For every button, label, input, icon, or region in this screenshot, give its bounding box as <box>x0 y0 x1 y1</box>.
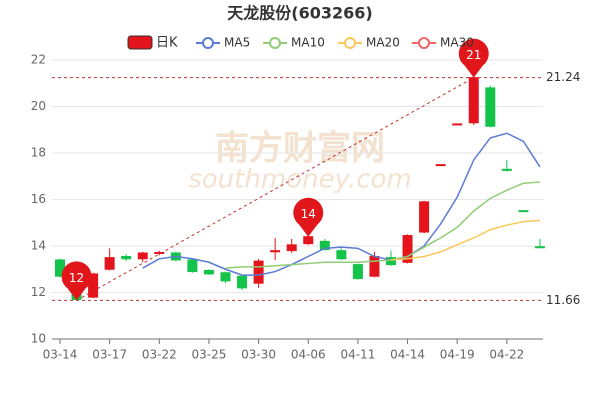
candle-body <box>270 250 281 253</box>
y-tick-label: 18 <box>31 146 46 160</box>
candle-body <box>154 252 165 255</box>
legend-label: MA30 <box>440 36 474 50</box>
marker-pin <box>458 38 489 78</box>
marker-label: 12 <box>69 271 84 285</box>
y-tick-label: 14 <box>31 239 46 253</box>
y-tick-label: 22 <box>31 53 46 67</box>
x-tick-label: 04-14 <box>390 348 425 362</box>
candle-body <box>435 164 446 167</box>
x-tick-label: 04-06 <box>291 348 326 362</box>
x-tick-label: 04-11 <box>340 348 375 362</box>
candle-body <box>336 250 347 260</box>
candle-body <box>253 260 264 284</box>
candle-body <box>286 244 297 252</box>
candle-body <box>352 264 363 280</box>
chart-title: 天龙股份(603266) <box>227 4 372 23</box>
legend-dot <box>202 37 214 49</box>
candle-body <box>88 273 99 298</box>
legend-dot <box>269 37 281 49</box>
x-tick-label: 04-19 <box>440 348 475 362</box>
y-tick-label: 10 <box>31 332 46 346</box>
candle-body <box>501 168 512 171</box>
marker-pin <box>293 197 324 237</box>
candle-body <box>303 236 314 245</box>
candle-body <box>419 201 430 233</box>
legend-dot <box>344 37 356 49</box>
candle-body <box>187 259 198 273</box>
ma-line <box>225 181 541 269</box>
marker-label: 14 <box>301 207 316 221</box>
candle-body <box>485 87 496 127</box>
watermark-sub: southmoney.com <box>188 165 411 195</box>
marker-label: 21 <box>466 48 481 62</box>
marker-pin <box>61 261 92 301</box>
x-tick-label: 03-14 <box>43 348 78 362</box>
y-tick-label: 16 <box>31 192 46 206</box>
ma-line <box>142 132 541 276</box>
trend-line <box>76 77 474 301</box>
x-tick-label: 03-17 <box>92 348 127 362</box>
x-tick-label: 03-30 <box>241 348 276 362</box>
candle-body <box>534 246 545 249</box>
x-tick-label: 04-22 <box>489 348 524 362</box>
legend-label: MA10 <box>291 36 325 50</box>
candle-body <box>203 269 214 275</box>
legend-label: MA5 <box>224 36 250 50</box>
candle-body <box>402 235 413 263</box>
candle-body <box>386 257 396 266</box>
y-tick-label: 12 <box>31 285 46 299</box>
candle-body <box>468 77 479 124</box>
candle-body <box>121 255 132 260</box>
legend-label: MA20 <box>366 36 400 50</box>
legend-dot <box>418 37 430 49</box>
reference-label: 11.66 <box>546 293 580 307</box>
x-tick-label: 03-25 <box>192 348 227 362</box>
candle-body <box>104 257 115 270</box>
candle-body <box>237 275 248 289</box>
candle-body <box>369 255 380 277</box>
watermark: 南方财富网 <box>215 129 385 169</box>
x-tick-label: 03-22 <box>142 348 177 362</box>
candle-body <box>319 240 330 250</box>
candle-body <box>137 252 148 260</box>
candle-body <box>452 123 463 126</box>
candle-body <box>518 210 529 213</box>
y-tick-label: 20 <box>31 99 46 113</box>
legend-label: 日K <box>156 36 178 51</box>
candle-body <box>220 272 231 282</box>
ma-line <box>390 219 541 261</box>
reference-label: 21.24 <box>546 70 580 84</box>
legend-icon <box>127 35 153 50</box>
